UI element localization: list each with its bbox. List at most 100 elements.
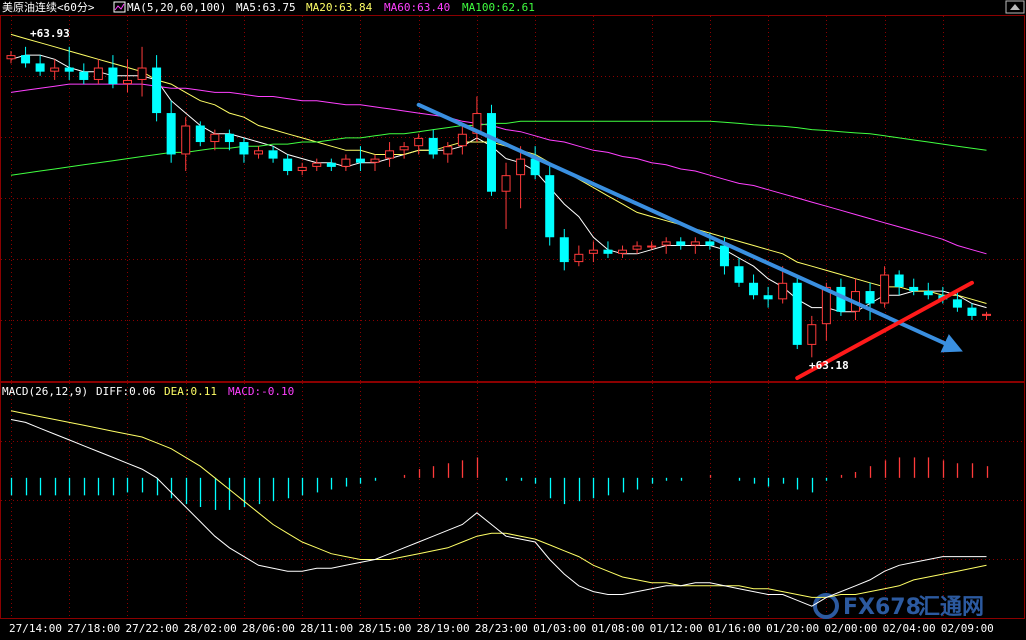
candle-body	[530, 158, 540, 176]
candle	[574, 245, 584, 267]
candle-body	[559, 237, 569, 263]
x-axis-ticks: 27/14:00 27/18:00 27/22:00 28/02:00 28/06:00…	[9, 622, 994, 635]
candle-body	[836, 286, 846, 312]
candle-body	[894, 274, 904, 287]
candle-body	[778, 282, 788, 300]
candle-body	[93, 67, 103, 80]
x-tick-label: 01/12:00	[650, 622, 703, 635]
x-tick-label: 01/16:00	[708, 622, 761, 635]
candle-body	[195, 125, 205, 143]
candle-body	[6, 55, 16, 60]
candle	[865, 282, 875, 321]
candle-body	[865, 291, 875, 304]
candle-body	[792, 282, 802, 345]
candle	[676, 237, 686, 250]
macd-value: MACD:-0.10	[228, 385, 294, 398]
candle	[618, 245, 628, 258]
candle	[6, 50, 16, 64]
candle	[414, 133, 424, 155]
macd-diff-value: DIFF:0.06	[96, 385, 156, 398]
grid	[0, 15, 1025, 619]
candle-body	[414, 137, 424, 147]
candle-body	[254, 150, 264, 155]
candle-body	[210, 133, 220, 143]
candle	[254, 146, 264, 159]
high-price-label: +63.93	[30, 27, 70, 40]
candle-body	[312, 162, 322, 167]
candle	[778, 266, 788, 304]
candle-body	[618, 249, 628, 254]
candle	[923, 282, 933, 300]
window-control[interactable]	[1005, 0, 1025, 14]
candle-body	[370, 158, 380, 163]
candle	[486, 104, 496, 196]
candle-body	[763, 295, 773, 300]
candle	[108, 55, 118, 89]
candle	[355, 146, 365, 172]
candle-body	[486, 113, 496, 192]
candle	[530, 146, 540, 180]
x-tick-label: 28/23:00	[475, 622, 528, 635]
candle-body	[297, 166, 307, 172]
candle-body	[79, 71, 89, 80]
candle-body	[952, 299, 962, 308]
candle	[443, 142, 453, 163]
indicator-icon	[113, 1, 126, 13]
candle	[122, 59, 132, 93]
candle-body	[749, 282, 759, 296]
x-tick-label: 01/20:00	[766, 622, 819, 635]
candle-body	[661, 241, 671, 246]
candle	[967, 303, 977, 321]
ma-label: MA(5,20,60,100)	[127, 1, 226, 14]
candle-body	[734, 266, 744, 283]
candle	[195, 121, 205, 147]
candle-body	[923, 291, 933, 296]
candle	[152, 55, 162, 122]
candle	[661, 237, 671, 254]
candle-body	[807, 324, 817, 345]
candle	[399, 142, 409, 159]
x-tick-label: 27/22:00	[125, 622, 178, 635]
candle	[516, 146, 526, 209]
macd-dea-value: DEA:0.11	[164, 385, 217, 398]
candle	[880, 266, 890, 308]
candle-body	[428, 137, 438, 155]
x-tick-label: 28/06:00	[242, 622, 295, 635]
ma60-line	[10, 83, 987, 255]
watermark-sub: 汇通网	[918, 595, 984, 620]
candle	[181, 117, 191, 172]
candle-body	[982, 313, 992, 316]
candle	[807, 315, 817, 358]
candle	[952, 291, 962, 312]
candle	[763, 286, 773, 308]
candle	[385, 142, 395, 167]
candle	[166, 100, 176, 163]
macd-label: MACD(26,12,9)	[2, 385, 88, 398]
candle-body	[967, 307, 977, 316]
candle-body	[399, 146, 409, 151]
candle-body	[326, 162, 336, 167]
candle-body	[501, 175, 511, 192]
candle-body	[909, 286, 919, 292]
candle	[35, 55, 45, 76]
indicator-chart-icon	[114, 3, 125, 11]
candle-body	[239, 142, 249, 155]
ma5-value: MA5:63.75	[236, 1, 296, 14]
candle	[370, 154, 380, 172]
candle	[297, 162, 307, 176]
macd-panel	[10, 410, 989, 607]
candle-body	[224, 133, 234, 143]
candle	[734, 257, 744, 287]
candle	[559, 228, 569, 271]
candle	[326, 158, 336, 172]
candle	[239, 137, 249, 163]
candle-body	[64, 67, 74, 72]
candle	[982, 311, 992, 321]
trendlines	[416, 102, 974, 380]
candle-body	[632, 245, 642, 250]
candle-body	[457, 133, 467, 147]
candle-body	[516, 158, 526, 176]
candle-body	[545, 175, 555, 238]
trendline-up	[795, 280, 974, 380]
candle-body	[880, 274, 890, 304]
